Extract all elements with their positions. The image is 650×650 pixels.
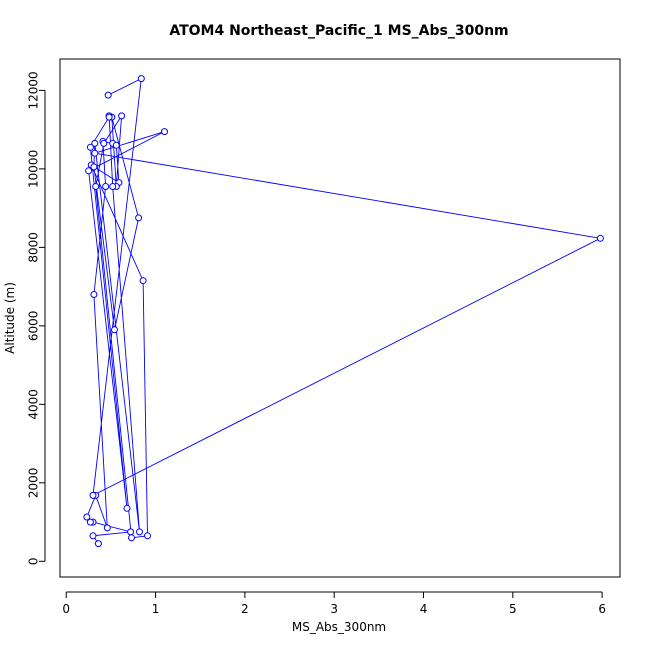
x-axis: 0 1 2 3 4 5 6 [62,591,606,616]
data-point [137,75,145,83]
y-tick-label: 0 [27,557,41,565]
y-axis: 0 2000 4000 6000 8000 10000 12000 [27,71,46,565]
data-point [127,528,135,536]
x-axis-label: MS_Abs_300nm [292,620,386,634]
data-point [104,91,112,99]
x-tick-label: 4 [420,602,428,616]
data-point [86,143,94,151]
x-tick-label: 3 [330,602,338,616]
data-point [100,139,108,147]
data-point [135,214,143,222]
data-point [86,518,94,526]
data-point [89,491,97,499]
data-point [85,167,93,175]
y-tick-label: 10000 [27,150,41,188]
data-point [109,183,117,190]
data-point [91,139,99,147]
y-tick-label: 2000 [27,468,41,499]
x-tick-label: 0 [62,602,70,616]
data-point [123,504,131,512]
data-point [112,141,120,149]
data-point [139,277,147,285]
data-point [118,112,126,120]
series-line [86,77,602,544]
y-tick-label: 12000 [27,71,41,109]
data-point [83,513,91,521]
x-tick-label: 6 [598,602,606,616]
y-tick-label: 4000 [27,389,41,420]
data-point [90,291,98,298]
data-point [89,532,97,540]
x-tick-label: 1 [152,602,160,616]
data-point [144,532,151,540]
series-layer [83,75,604,548]
data-point [90,163,98,171]
data-point [105,113,113,121]
data-point [161,128,168,136]
plot-area [59,58,621,578]
data-point [94,540,102,548]
x-tick-label: 2 [241,602,249,616]
y-tick-label: 6000 [27,311,41,342]
x-tick-label: 5 [509,602,517,616]
y-axis-label: Altitude (m) [3,282,17,354]
data-point [128,534,135,542]
data-point [91,149,99,157]
y-tick-label: 8000 [27,232,41,263]
data-point [92,183,100,190]
data-point [596,234,604,242]
data-point [103,524,111,532]
data-point [111,326,118,334]
chart-title: ATOM4 Northeast_Pacific_1 MS_Abs_300nm [169,23,508,39]
data-point [136,528,143,536]
data-point [102,183,110,190]
